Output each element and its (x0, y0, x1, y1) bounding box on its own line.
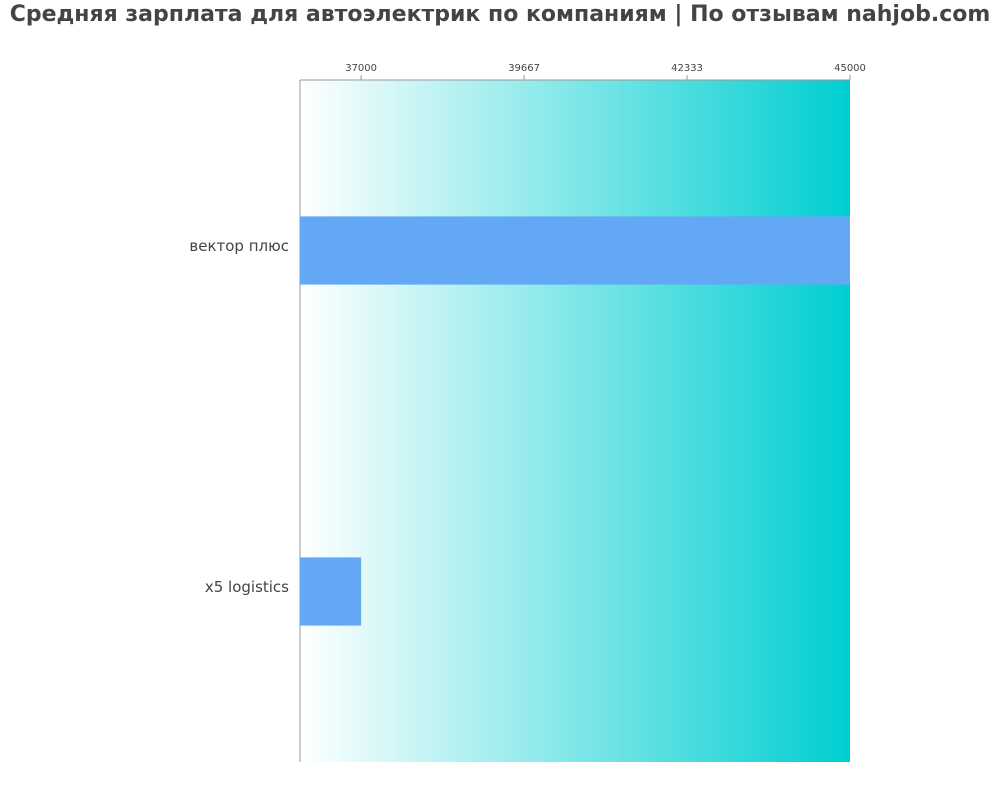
x-tick-label: 45000 (834, 63, 866, 74)
bar (300, 216, 850, 285)
plot-background (300, 80, 850, 762)
y-tick-label: вектор плюс (189, 237, 289, 255)
x-tick-label: 37000 (345, 63, 377, 74)
x-tick-label: 42333 (671, 63, 703, 74)
chart-title: Средняя зарплата для автоэлектрик по ком… (10, 2, 991, 27)
bar (300, 557, 362, 626)
x-tick-label: 39667 (508, 63, 540, 74)
y-tick-label: x5 logistics (205, 578, 289, 596)
